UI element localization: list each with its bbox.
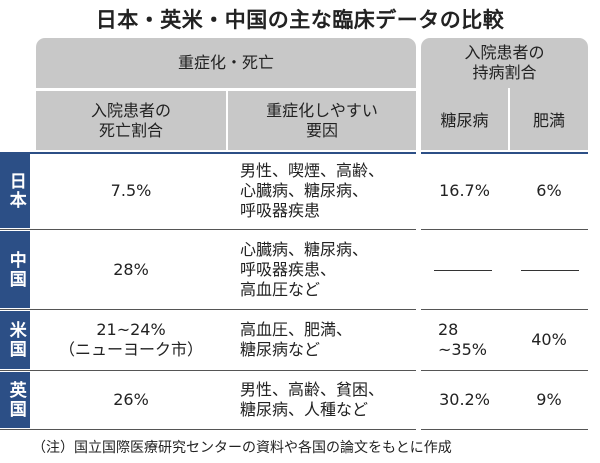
table-title: 日本・英米・中国の主な臨床データの比較 [95, 8, 505, 32]
cell-obesity: 40% [531, 330, 567, 349]
cell-diabetes: 28 ~35% [438, 320, 487, 359]
cell-obesity: 6% [536, 181, 562, 200]
cell-factors: 男性、高齢、貧困、 糖尿病、人種など [240, 380, 385, 419]
row-label-uk: 英国 [0, 372, 30, 428]
row-divider [0, 229, 588, 230]
header-col-diabetes: 糖尿病 [440, 110, 489, 130]
cell-death-rate: 26% [113, 390, 149, 409]
section-gap [416, 152, 421, 430]
row-divider [0, 309, 588, 310]
cell-factors: 高血圧、肥満、 糖尿病など [240, 320, 353, 359]
row-label-china: 中国 [0, 231, 30, 308]
cell-obesity-empty-dash [521, 270, 579, 271]
header-col-factors: 重症化しやすい 要因 [266, 100, 378, 140]
header-col-divider [226, 91, 228, 150]
cell-diabetes: 30.2% [439, 390, 490, 409]
header-col-divider [508, 88, 510, 150]
row-divider [0, 152, 588, 154]
cell-death-rate: 21~24% （ニューヨーク市） [58, 320, 203, 359]
row-label-japan: 日本 [0, 154, 30, 228]
header-col-death-rate: 入院患者の 死亡割合 [90, 100, 171, 140]
cell-diabetes-empty-dash [434, 270, 492, 271]
row-label-us: 米国 [0, 311, 30, 369]
cell-factors: 心臓病、糖尿病、 呼吸器疾患、 高血圧など [240, 239, 369, 299]
cell-obesity: 9% [536, 390, 562, 409]
header-divider [36, 88, 416, 91]
footnote: （注）国立国際医療研究センターの資料や各国の論文をもとに作成 [32, 440, 452, 456]
row-divider [0, 370, 588, 371]
cell-death-rate: 28% [113, 259, 149, 279]
cell-factors: 男性、喫煙、高齢、 心臓病、糖尿病、 呼吸器疾患 [240, 161, 385, 220]
cell-diabetes: 16.7% [439, 181, 490, 200]
cell-death-rate: 7.5% [110, 181, 152, 200]
header-group-severe: 重症化・死亡 [177, 53, 274, 72]
row-divider [0, 429, 588, 430]
header-col-obesity: 肥満 [532, 110, 565, 130]
header-group-comorbidity-bg [421, 38, 588, 150]
header-group-comorbidity: 入院患者の 持病割合 [464, 43, 545, 82]
